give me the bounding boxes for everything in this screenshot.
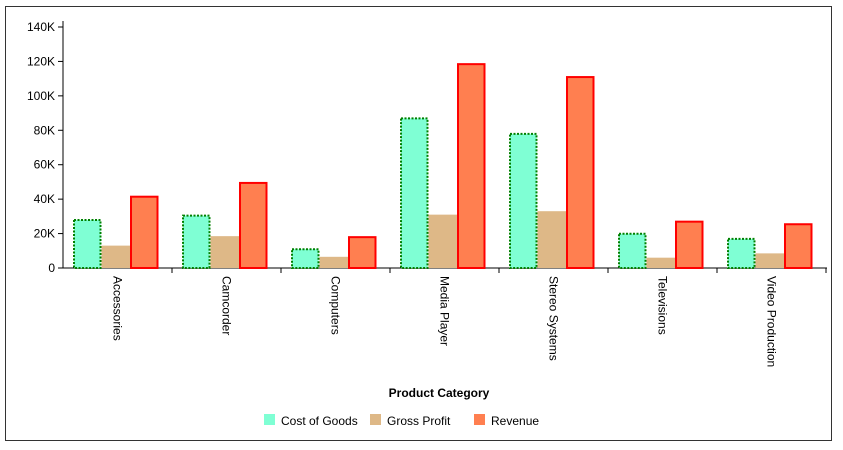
bar bbox=[566, 76, 595, 269]
y-tick-label: 0 bbox=[48, 261, 55, 275]
y-tick-label: 100K bbox=[27, 89, 55, 103]
legend: Cost of Goods Gross Profit Revenue bbox=[264, 414, 539, 428]
legend-swatch bbox=[264, 414, 275, 425]
bar bbox=[400, 117, 429, 269]
y-tick-label: 60K bbox=[34, 158, 55, 172]
bar bbox=[727, 237, 756, 269]
y-tick-label: 140K bbox=[27, 20, 55, 34]
bar bbox=[618, 232, 647, 269]
legend-label: Revenue bbox=[491, 414, 539, 428]
x-tick-label: Media Player bbox=[438, 276, 452, 346]
bar bbox=[675, 220, 704, 270]
bar bbox=[784, 223, 813, 269]
y-axis: 0 20K 40K 60K 80K 100K 120K 140K bbox=[27, 20, 64, 275]
bar bbox=[428, 214, 457, 268]
x-tick-label: Video Production bbox=[765, 276, 779, 367]
x-tick-label: Accessories bbox=[111, 276, 125, 341]
bar bbox=[239, 181, 268, 269]
bar bbox=[348, 236, 377, 269]
legend-label: Cost of Goods bbox=[281, 414, 358, 428]
legend-label: Gross Profit bbox=[387, 414, 451, 428]
legend-swatch bbox=[370, 414, 381, 425]
x-tick-label: Computers bbox=[329, 276, 343, 335]
y-tick-label: 80K bbox=[34, 123, 55, 137]
x-tick-label: Stereo Systems bbox=[547, 276, 561, 361]
bar bbox=[130, 195, 159, 269]
x-axis-title: Product Category bbox=[389, 386, 490, 400]
bar bbox=[509, 132, 538, 269]
bar bbox=[457, 63, 486, 270]
y-tick-label: 120K bbox=[27, 54, 55, 68]
bars bbox=[73, 63, 813, 270]
x-axis: Accessories Camcorder Computers Media Playe… bbox=[63, 267, 827, 367]
bar bbox=[291, 248, 320, 269]
bar bbox=[646, 257, 675, 268]
bar bbox=[101, 245, 130, 268]
bar bbox=[182, 214, 211, 269]
legend-swatch bbox=[474, 414, 485, 425]
y-tick-label: 40K bbox=[34, 192, 55, 206]
bar bbox=[73, 218, 102, 269]
bar bbox=[319, 256, 348, 268]
bar bbox=[537, 211, 566, 268]
x-tick-label: Televisions bbox=[656, 276, 670, 335]
x-tick-label: Camcorder bbox=[220, 276, 234, 335]
bar bbox=[210, 236, 239, 268]
bar bbox=[755, 253, 784, 268]
y-tick-label: 20K bbox=[34, 227, 55, 241]
